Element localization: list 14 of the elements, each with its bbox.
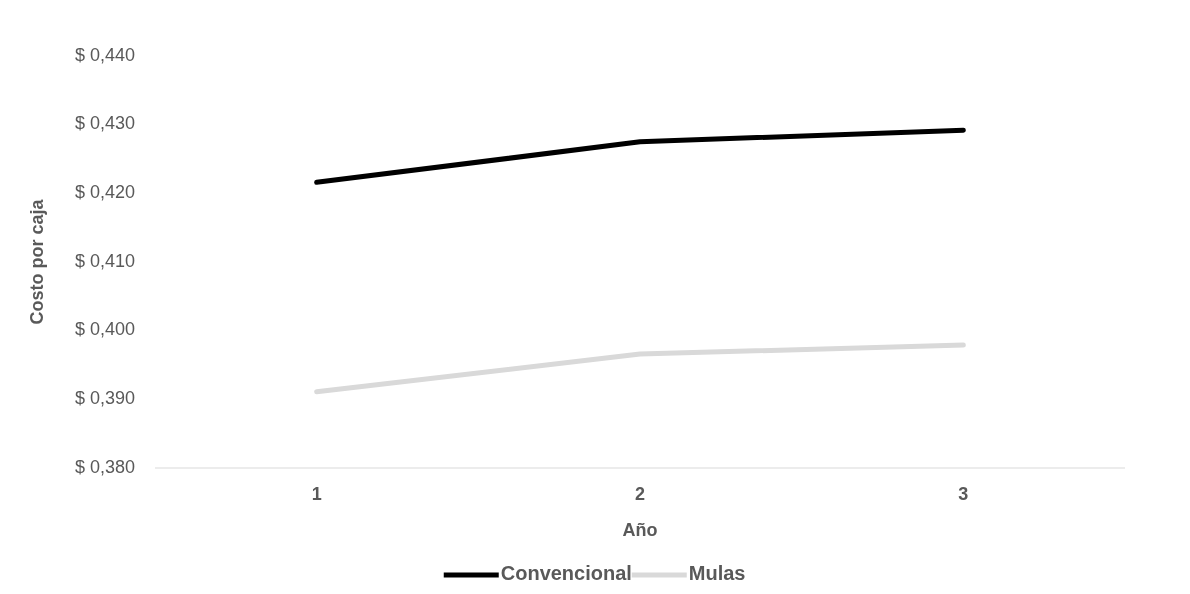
y-axis-title: Costo por caja (26, 198, 47, 325)
x-tick-label: 3 (958, 484, 969, 504)
y-tick-label: $ 0,430 (74, 113, 135, 134)
x-axis-title: Año (622, 520, 658, 540)
y-tick-label: $ 0,410 (74, 250, 135, 271)
legend-label: Convencional (500, 562, 632, 585)
legend-label: Mulas (688, 562, 746, 585)
y-tick-label: $ 0,420 (74, 182, 135, 203)
y-tick-label: $ 0,380 (74, 456, 135, 477)
x-tick-label: 2 (634, 484, 646, 504)
y-tick-label: $ 0,440 (74, 44, 135, 65)
x-tick-label: 1 (311, 484, 322, 504)
y-tick-label: $ 0,400 (74, 319, 135, 340)
y-tick-label: $ 0,390 (74, 388, 135, 409)
